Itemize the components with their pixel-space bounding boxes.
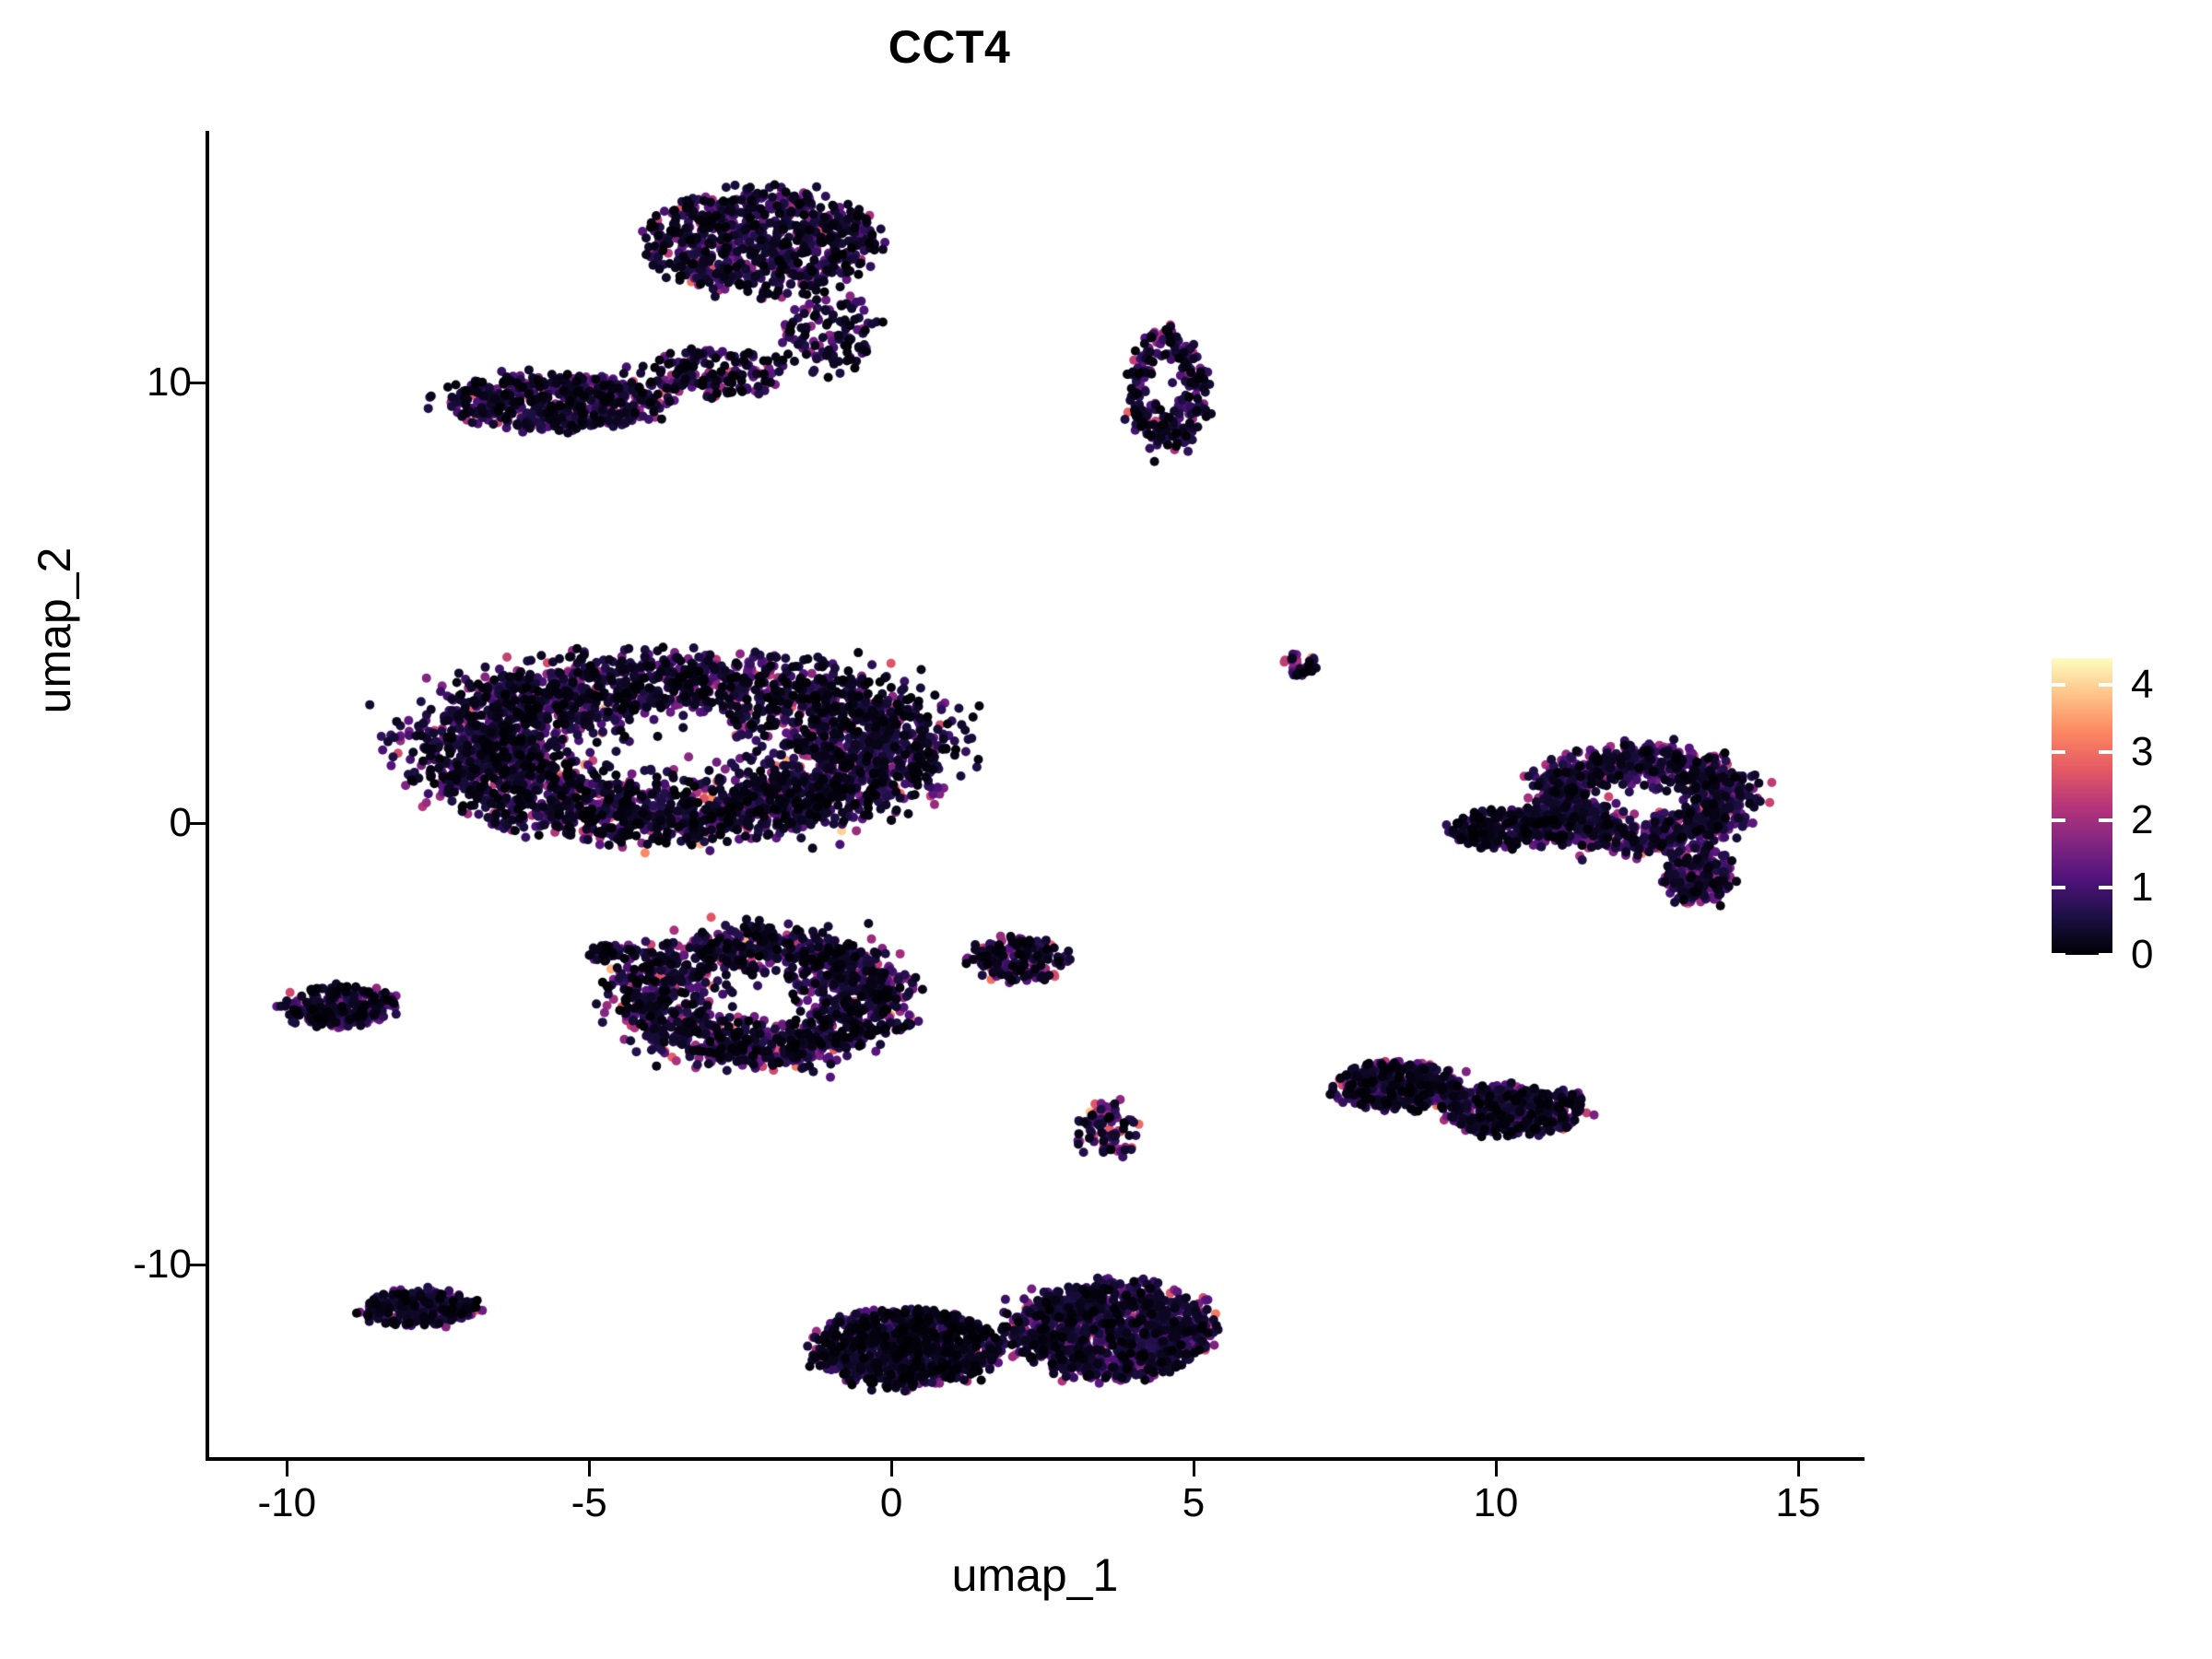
- x-tick-label: 15: [1775, 1480, 1821, 1525]
- page-title: CCT4: [888, 21, 1011, 73]
- x-tick-mark: [1494, 1461, 1498, 1477]
- x-tick-label: 0: [879, 1480, 903, 1525]
- y-tick-mark: [190, 822, 206, 826]
- colorbar-tick-label: 0: [2131, 932, 2154, 977]
- x-tick-mark: [1193, 1461, 1196, 1477]
- colorbar-tick-label: 2: [2131, 796, 2154, 842]
- y-axis-label: umap_2: [29, 547, 80, 714]
- colorbar-tick-mark: [2052, 953, 2112, 957]
- x-tick-mark: [588, 1461, 592, 1477]
- x-axis-line: [206, 1457, 1865, 1461]
- colorbar-tick-label: 3: [2131, 729, 2154, 775]
- colorbar-gradient: [2052, 658, 2112, 955]
- x-tick-mark: [1796, 1461, 1800, 1477]
- x-tick-label: 10: [1473, 1480, 1519, 1525]
- colorbar-tick-mark: [2052, 683, 2112, 688]
- x-axis-label: umap_1: [951, 1549, 1119, 1601]
- colorbar-tick-mark: [2052, 818, 2112, 822]
- x-tick-mark: [286, 1461, 289, 1477]
- colorbar-tick-label: 1: [2131, 864, 2154, 910]
- y-tick-mark: [190, 1263, 206, 1266]
- x-tick-mark: [890, 1461, 894, 1477]
- colorbar-tick-label: 4: [2131, 662, 2154, 708]
- x-tick-label: 5: [1182, 1480, 1206, 1525]
- y-axis-line: [206, 131, 209, 1460]
- y-tick-mark: [190, 381, 206, 384]
- colorbar-tick-mark: [2052, 750, 2112, 755]
- y-tick-label: 10: [147, 359, 192, 405]
- y-tick-label: 0: [169, 800, 192, 846]
- colorbar-tick-mark: [2052, 885, 2112, 889]
- y-tick-label: -10: [133, 1241, 192, 1287]
- scatter-plot-canvas: [208, 131, 1865, 1458]
- x-tick-label: -5: [571, 1480, 607, 1525]
- x-tick-label: -10: [257, 1480, 317, 1525]
